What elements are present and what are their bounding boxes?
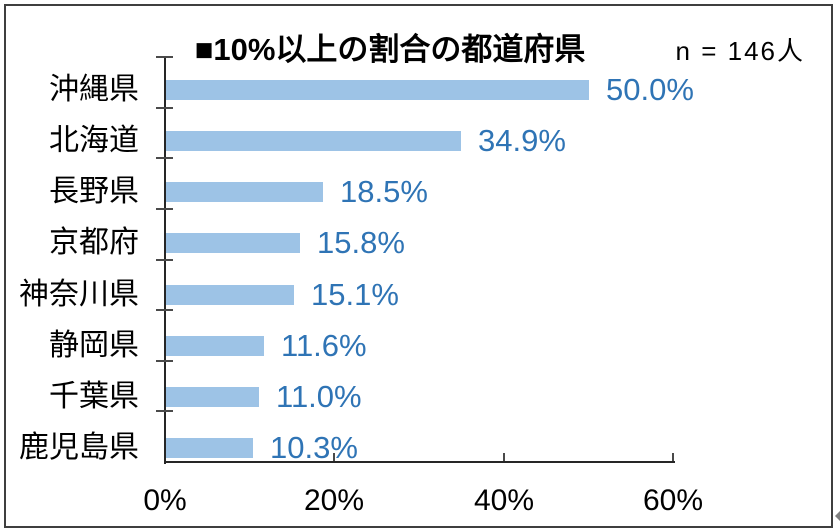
- x-axis-tick: [503, 453, 505, 461]
- category-label: 神奈川県: [19, 277, 139, 311]
- value-label: 15.1%: [311, 276, 399, 312]
- category-label: 静岡県: [49, 328, 139, 362]
- x-axis-tick-label: 60%: [642, 484, 704, 517]
- category-label: 沖縄県: [49, 73, 139, 106]
- y-axis-tick: [156, 107, 173, 109]
- bar: [166, 335, 264, 356]
- category-label: 長野県: [49, 175, 139, 209]
- value-label: 18.5%: [340, 174, 428, 210]
- bar: [166, 284, 294, 305]
- x-axis-tick-label: 40%: [473, 484, 535, 517]
- value-label: 11.0%: [276, 378, 362, 414]
- y-axis-tick: [156, 360, 173, 362]
- bar: [166, 386, 259, 407]
- category-label: 鹿児島県: [19, 430, 139, 464]
- bar: [166, 80, 589, 100]
- x-axis-tick-label: 20%: [303, 484, 365, 517]
- x-axis-tick-label: 0%: [143, 484, 187, 517]
- y-axis-tick: [156, 259, 173, 261]
- y-axis-tick: [156, 56, 173, 58]
- resize-handle-artifact: [835, 510, 840, 522]
- bar: [166, 182, 323, 203]
- category-label: 京都府: [49, 226, 139, 260]
- value-label: 34.9%: [478, 123, 566, 159]
- bar: [166, 233, 300, 254]
- category-label: 北海道: [49, 124, 139, 158]
- value-label: 11.6%: [281, 327, 367, 363]
- y-axis-tick: [156, 208, 173, 210]
- y-axis-tick: [156, 157, 173, 159]
- sample-size-label: n = 146人: [675, 36, 805, 66]
- y-axis-tick: [156, 410, 173, 412]
- chart-border: [4, 4, 833, 528]
- x-axis-tick: [333, 453, 335, 461]
- value-label: 50.0%: [606, 72, 694, 107]
- x-axis-line: [164, 461, 675, 463]
- value-label: 10.3%: [270, 429, 358, 465]
- chart-title: ■10%以上の割合の都道府県: [194, 32, 586, 67]
- bar: [166, 131, 461, 152]
- x-axis-tick: [672, 453, 674, 461]
- value-label: 15.8%: [317, 225, 405, 261]
- bar: [166, 437, 253, 458]
- y-axis-tick: [156, 309, 173, 311]
- category-label: 千葉県: [49, 379, 139, 413]
